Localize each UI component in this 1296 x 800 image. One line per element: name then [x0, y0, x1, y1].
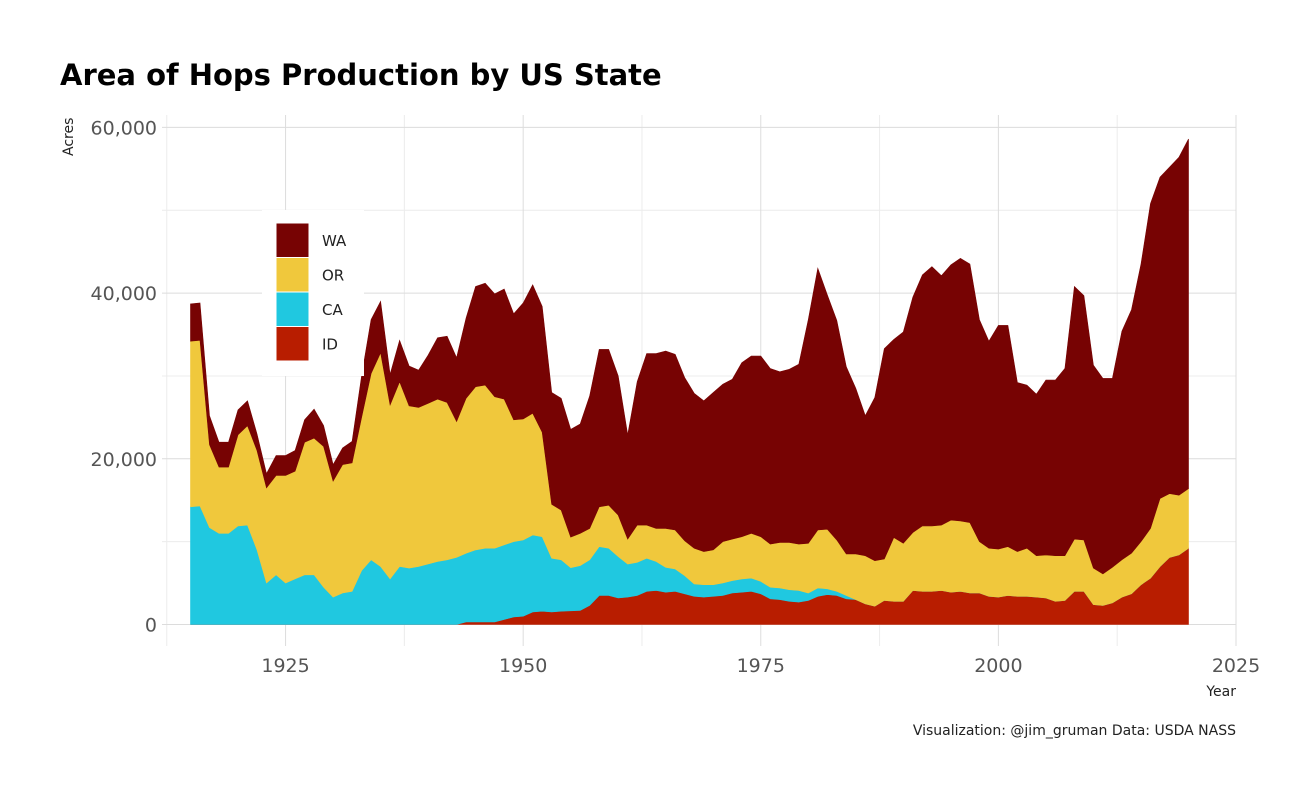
y-tick-label: 40,000: [91, 283, 157, 305]
stacked-areas: [190, 138, 1189, 625]
legend: WA OR CA ID: [262, 210, 364, 376]
caption: Visualization: @jim_gruman Data: USDA NA…: [913, 723, 1236, 739]
legend-label-id: ID: [322, 336, 338, 354]
x-tick-label: 1975: [737, 655, 785, 677]
chart-title: Area of Hops Production by US State: [60, 58, 662, 92]
legend-swatch-ca: [275, 291, 310, 327]
legend-label-or: OR: [322, 267, 344, 285]
x-tick-label: 2025: [1212, 655, 1260, 677]
y-axis-ticks: 0 20,000 40,000 60,000: [91, 117, 157, 636]
y-tick-label: 60,000: [91, 117, 157, 139]
legend-swatch-id: [275, 326, 310, 362]
x-tick-label: 1950: [499, 655, 547, 677]
area-wa: [190, 138, 1189, 575]
x-tick-label: 1925: [261, 655, 309, 677]
x-axis-ticks: 1925 1950 1975 2000 2025: [261, 655, 1260, 677]
legend-label-ca: CA: [322, 301, 343, 319]
legend-label-wa: WA: [322, 232, 347, 250]
legend-swatch-wa: [275, 222, 310, 258]
y-tick-label: 20,000: [91, 449, 157, 471]
x-axis-title: Year: [1205, 684, 1236, 700]
legend-swatch-or: [275, 257, 310, 293]
y-tick-label: 0: [145, 614, 157, 636]
y-axis-title: Acres: [61, 118, 77, 156]
x-tick-label: 2000: [974, 655, 1022, 677]
